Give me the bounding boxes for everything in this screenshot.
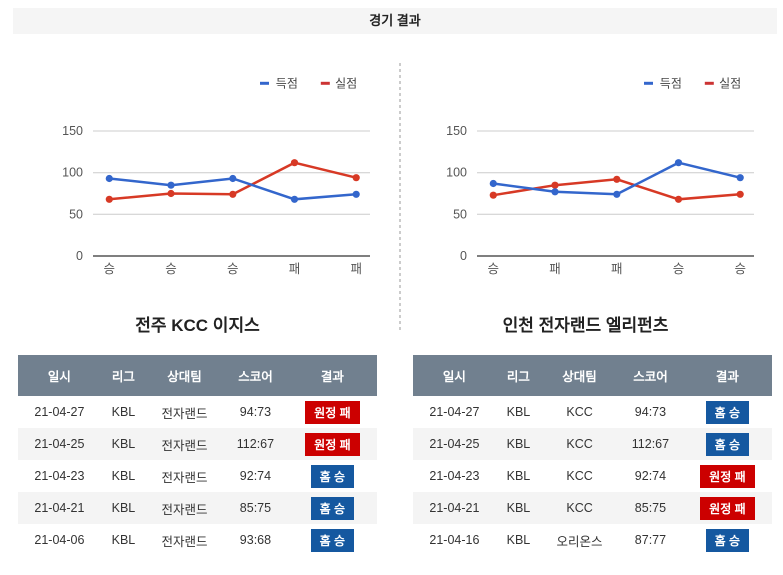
svg-text:100: 100	[62, 166, 83, 180]
svg-text:0: 0	[460, 249, 467, 263]
svg-text:승: 승	[227, 262, 239, 276]
svg-text:50: 50	[453, 207, 467, 221]
svg-text:승: 승	[488, 262, 500, 276]
svg-text:실점: 실점	[719, 76, 741, 90]
svg-text:패: 패	[549, 262, 561, 276]
svg-text:0: 0	[76, 249, 83, 263]
svg-text:150: 150	[446, 124, 467, 138]
svg-text:득점: 득점	[660, 76, 682, 90]
svg-text:승: 승	[104, 262, 116, 276]
svg-text:패: 패	[289, 262, 301, 276]
svg-text:득점: 득점	[276, 76, 298, 90]
svg-text:패: 패	[350, 262, 362, 276]
svg-text:승: 승	[734, 262, 746, 276]
svg-text:100: 100	[446, 166, 467, 180]
svg-text:승: 승	[165, 262, 177, 276]
svg-text:패: 패	[611, 262, 623, 276]
svg-text:실점: 실점	[335, 76, 357, 90]
svg-text:150: 150	[62, 124, 83, 138]
svg-text:50: 50	[69, 207, 83, 221]
svg-text:승: 승	[673, 262, 685, 276]
